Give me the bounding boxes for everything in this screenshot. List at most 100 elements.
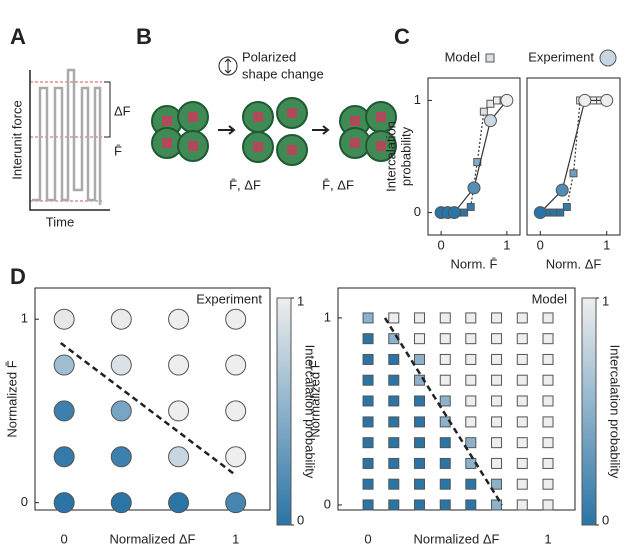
cell	[414, 353, 426, 365]
note: shape change	[242, 66, 324, 81]
cell	[465, 457, 477, 469]
x-tick-label: 0	[537, 237, 544, 252]
x-tick-label: 1	[232, 531, 239, 546]
colorbar-tick-label: 1	[297, 293, 304, 308]
cell	[110, 446, 132, 468]
cell	[542, 333, 554, 345]
axes	[29, 70, 110, 211]
y-label: probability	[398, 126, 413, 186]
cell	[465, 353, 477, 365]
cell	[516, 499, 528, 511]
cell	[439, 499, 451, 511]
cell	[414, 499, 426, 511]
force-trace	[32, 68, 102, 205]
cell	[362, 374, 374, 386]
robot-board	[188, 112, 198, 122]
robot-board	[376, 141, 386, 151]
cell	[491, 478, 503, 490]
cell	[110, 354, 132, 376]
cell	[542, 499, 554, 511]
cell	[362, 478, 374, 490]
cell	[491, 395, 503, 407]
plot-frame	[427, 77, 521, 236]
cell	[465, 437, 477, 449]
condition: F̄, ΔF	[229, 177, 261, 192]
cell	[465, 478, 477, 490]
experiment-point	[555, 183, 569, 197]
legend-marker	[485, 53, 495, 63]
robot-clusters	[151, 97, 397, 166]
series-line	[546, 99, 601, 214]
colorbar-tick-label: 1	[602, 293, 609, 308]
model-point	[466, 202, 475, 211]
cell	[542, 374, 554, 386]
x-label: Norm. F̄	[451, 256, 498, 271]
cell	[388, 353, 400, 365]
cell	[516, 437, 528, 449]
cell	[362, 312, 374, 324]
robot-board	[376, 112, 386, 122]
panel-title: Model	[532, 291, 568, 306]
cell	[414, 478, 426, 490]
robot-board	[287, 108, 297, 118]
robot-board	[188, 141, 198, 151]
cell	[414, 457, 426, 469]
cell	[439, 374, 451, 386]
colorbar-label: Intercalation probability	[608, 345, 623, 479]
cell	[388, 374, 400, 386]
robot-board	[162, 116, 172, 126]
series-line	[539, 99, 607, 213]
note: Polarized	[242, 49, 296, 64]
panel-label: D	[10, 264, 26, 289]
model-point	[556, 208, 565, 217]
cell	[414, 333, 426, 345]
y-tick-label: 1	[414, 92, 421, 107]
cell	[491, 457, 503, 469]
cell	[414, 312, 426, 324]
cell	[168, 354, 190, 376]
legend-label: Experiment	[528, 49, 594, 64]
x-label: Time	[46, 214, 74, 229]
cell	[516, 478, 528, 490]
cell	[388, 395, 400, 407]
cell	[542, 457, 554, 469]
experiment-point	[533, 206, 547, 220]
cell	[542, 478, 554, 490]
panel-label: B	[136, 24, 152, 49]
cell	[516, 457, 528, 469]
cell	[53, 308, 75, 330]
x-tick-label: 1	[603, 237, 610, 252]
panel-label: A	[10, 24, 26, 49]
cell	[491, 499, 503, 511]
experiment-point	[500, 93, 514, 107]
y-tick-label: 0	[324, 496, 331, 511]
cell	[465, 374, 477, 386]
cell	[362, 457, 374, 469]
colorbar-label: Intercalation probability	[303, 345, 318, 479]
cell	[491, 312, 503, 324]
cell	[168, 400, 190, 422]
cell	[388, 437, 400, 449]
robot-board	[287, 145, 297, 155]
colorbar-tick-label: 0	[297, 512, 304, 527]
delta-label: ΔF	[114, 103, 131, 118]
bracket	[104, 81, 111, 138]
y-tick-label: 0	[21, 494, 28, 509]
y-label: Normalized F̄	[307, 360, 322, 437]
cell	[362, 395, 374, 407]
cell	[542, 416, 554, 428]
y-label: Intercalation	[383, 121, 398, 192]
plot-frame	[526, 77, 621, 236]
robot-board	[350, 138, 360, 148]
cell	[225, 308, 247, 330]
cell	[516, 374, 528, 386]
cell	[168, 446, 190, 468]
x-tick-label: 0	[438, 237, 445, 252]
model-point	[549, 208, 558, 217]
model-point	[460, 208, 469, 217]
cell	[53, 400, 75, 422]
model-point	[569, 169, 578, 178]
cell	[465, 499, 477, 511]
cell	[516, 312, 528, 324]
cell	[542, 437, 554, 449]
